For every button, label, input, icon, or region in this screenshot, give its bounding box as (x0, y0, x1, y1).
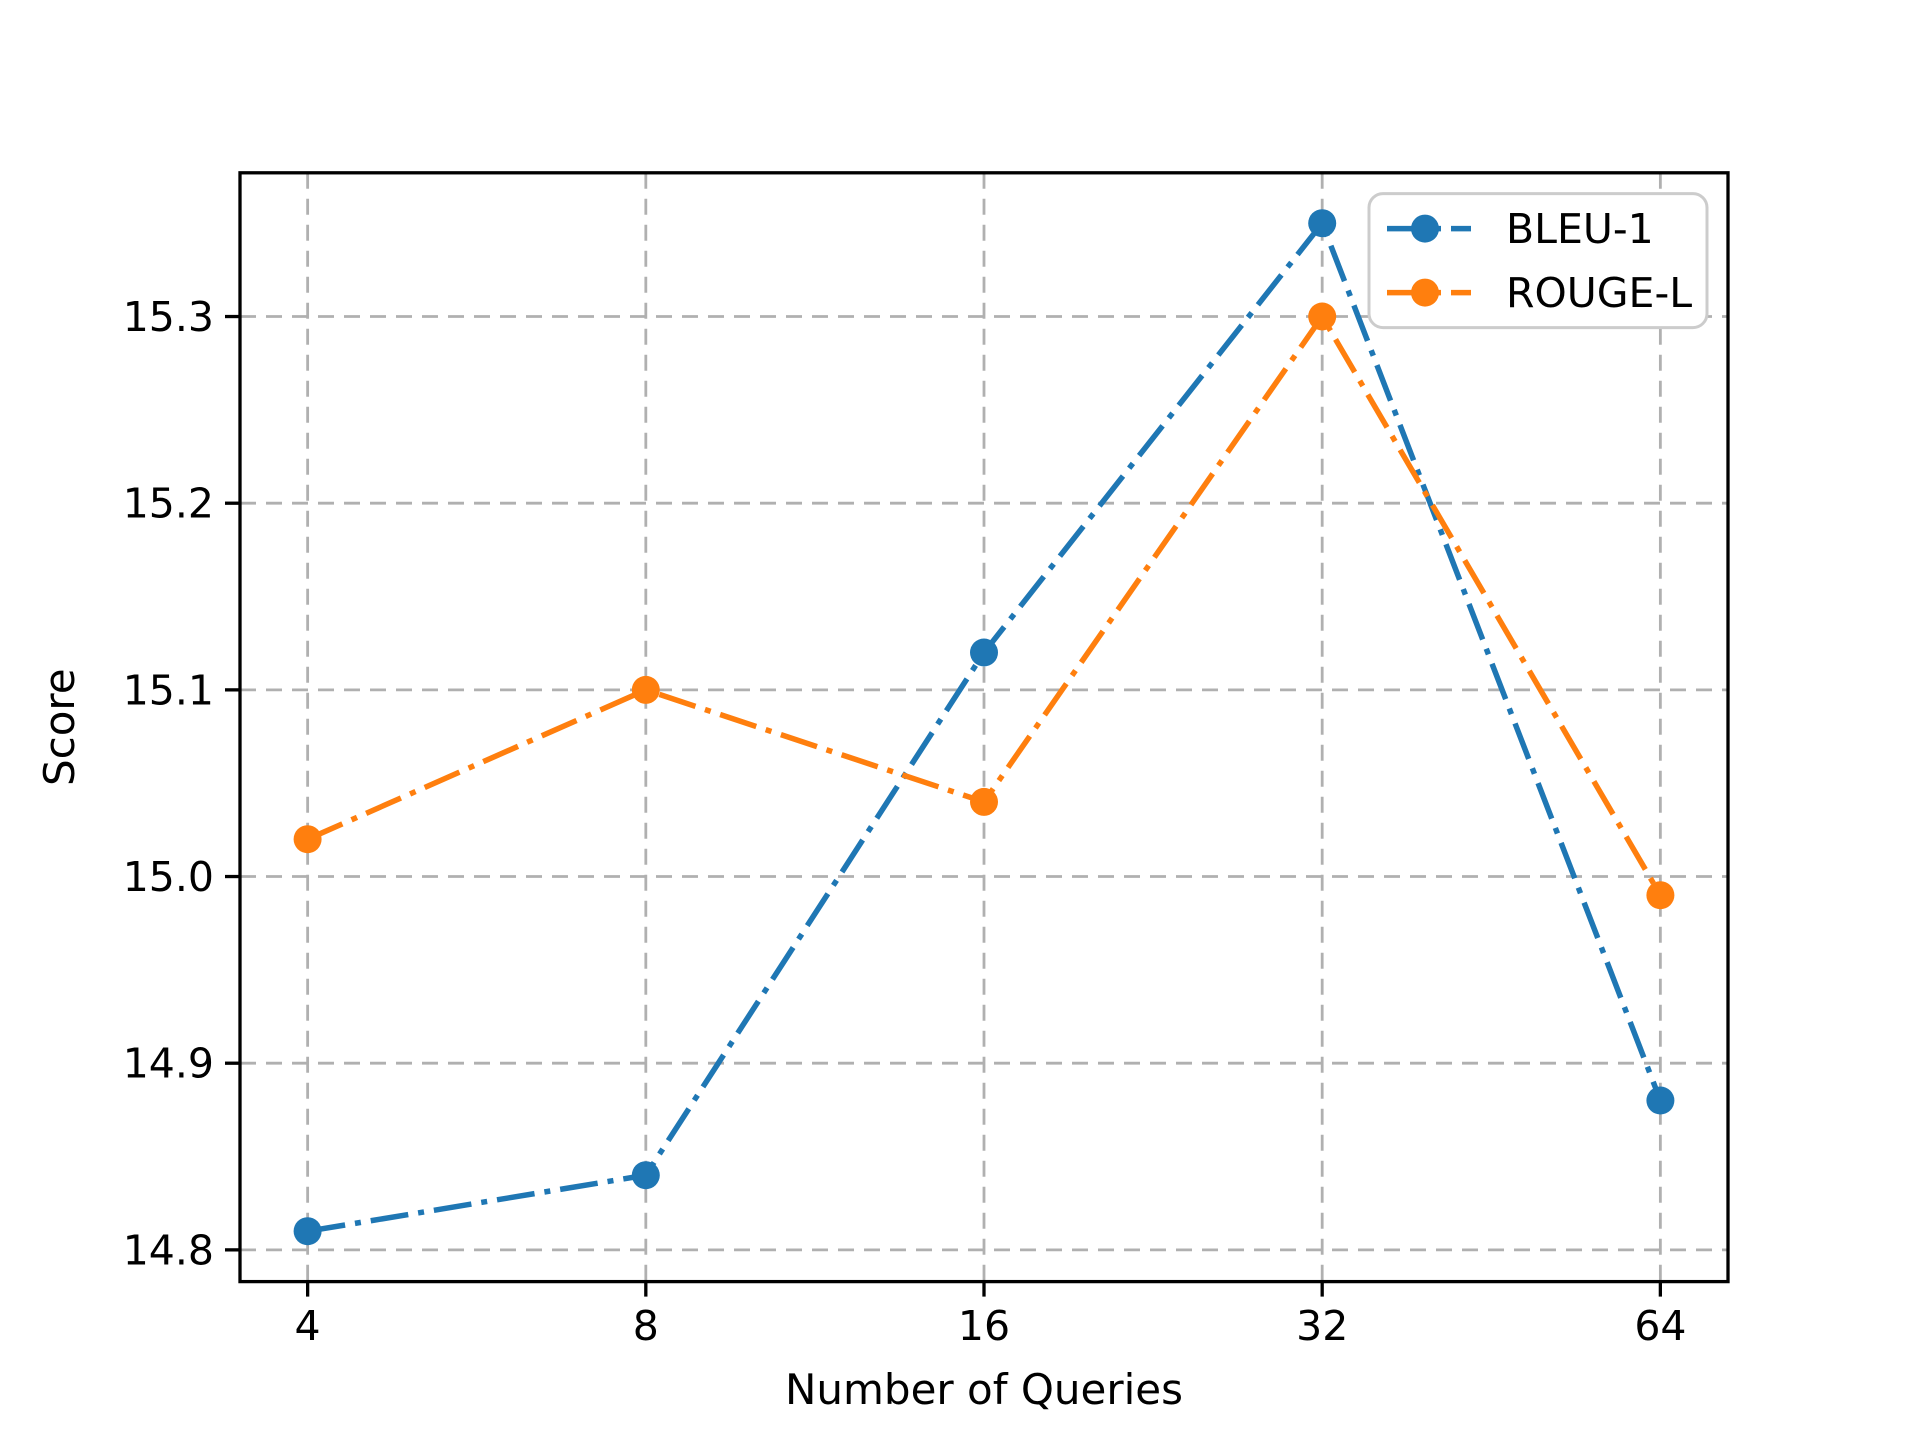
data-point-bleu-1-x8 (631, 1161, 660, 1190)
legend-label-rouge-l: ROUGE-L (1506, 269, 1692, 317)
y-axis-label: Score (35, 668, 84, 786)
data-point-bleu-1-x4 (293, 1217, 322, 1246)
y-tick-label-15.3: 15.3 (123, 293, 214, 341)
y-tick-label-14.9: 14.9 (123, 1040, 214, 1088)
x-tick-label-16: 16 (958, 1302, 1010, 1350)
legend-label-bleu-1: BLEU-1 (1506, 205, 1654, 253)
data-point-rouge-l-x16 (970, 787, 998, 816)
y-tick-label-15.0: 15.0 (123, 853, 214, 901)
data-point-rouge-l-x4 (293, 825, 322, 854)
y-tick-label-15.1: 15.1 (123, 666, 214, 714)
y-tick-label-15.2: 15.2 (123, 480, 214, 528)
legend-marker-bleu-1 (1411, 214, 1439, 243)
y-tick-label-14.8: 14.8 (123, 1226, 214, 1274)
data-point-rouge-l-x32 (1308, 302, 1337, 331)
data-point-bleu-1-x16 (970, 638, 998, 667)
x-tick-label-32: 32 (1296, 1302, 1348, 1350)
data-point-rouge-l-x8 (631, 675, 660, 704)
data-point-rouge-l-x64 (1646, 881, 1675, 910)
x-tick-label-64: 64 (1634, 1302, 1686, 1350)
x-tick-label-4: 4 (295, 1302, 321, 1350)
x-tick-label-8: 8 (633, 1302, 659, 1350)
legend-marker-rouge-l (1411, 278, 1439, 307)
legend: BLEU-1 ROUGE-L (1367, 192, 1709, 330)
data-point-bleu-1-x64 (1646, 1086, 1675, 1115)
data-point-bleu-1-x32 (1308, 209, 1337, 238)
x-axis-label: Number of Queries (785, 1365, 1183, 1414)
